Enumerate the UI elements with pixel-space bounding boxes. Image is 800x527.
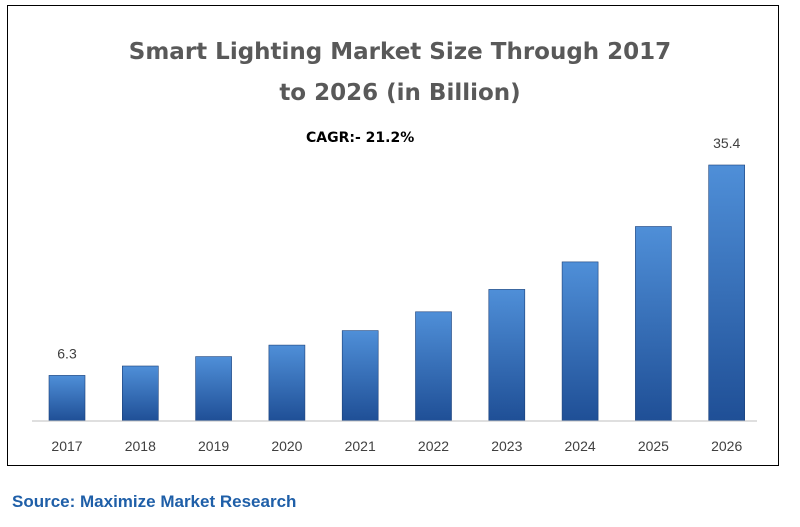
bar-2021 [341, 330, 379, 422]
bar-2019 [195, 356, 232, 422]
source-credit: Source: Maximize Market Research [12, 492, 297, 511]
bar-2025 [635, 226, 672, 422]
cagr-annotation: CAGR:- 21.2% [306, 130, 415, 146]
data-label-2017: 6.3 [57, 345, 77, 361]
chart-title: Smart Lighting Market Size Through 2017 … [0, 32, 800, 114]
bar-2022 [415, 311, 452, 422]
bar-2026 [708, 164, 746, 422]
bar-2018 [122, 365, 159, 422]
x-tick-label-2019: 2019 [198, 438, 229, 454]
x-tick-label-2024: 2024 [565, 438, 596, 454]
x-tick-label-2026: 2026 [711, 438, 742, 454]
x-tick-label-2017: 2017 [51, 438, 82, 454]
x-tick-label-2021: 2021 [345, 438, 376, 454]
data-label-2026: 35.4 [713, 135, 740, 151]
chart-title-line-1: Smart Lighting Market Size Through 2017 [128, 39, 672, 65]
bar-2017 [48, 375, 86, 422]
x-tick-label-2025: 2025 [638, 438, 669, 454]
chart-title-line-2: to 2026 (in Billion) [279, 80, 521, 106]
x-tick-label-2018: 2018 [125, 438, 156, 454]
bar-2023 [488, 289, 526, 422]
x-tick-label-2020: 2020 [271, 438, 302, 454]
bar-2024 [561, 261, 599, 422]
x-tick-label-2023: 2023 [491, 438, 522, 454]
x-tick-label-2022: 2022 [418, 438, 449, 454]
bar-2020 [268, 344, 306, 422]
